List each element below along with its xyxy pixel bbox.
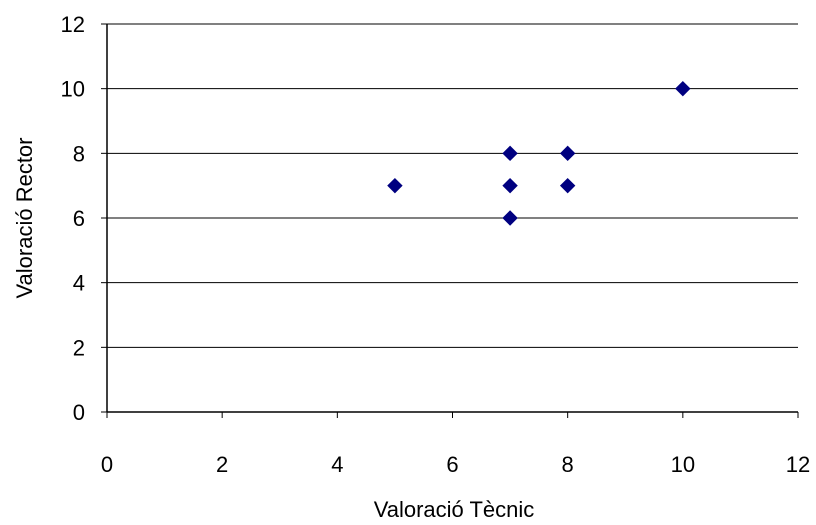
x-tick-label: 10: [671, 452, 695, 477]
x-tick-label: 0: [101, 452, 113, 477]
data-point-diamond: [559, 145, 576, 162]
tick-labels: 0 2 4 6 8 10 12 0 2 4 6 8 10 12: [61, 12, 811, 477]
gridlines: [107, 23, 798, 348]
y-tick-label: 12: [61, 12, 85, 37]
data-point-diamond: [387, 177, 403, 194]
y-tick-label: 0: [73, 400, 85, 425]
data-points: [387, 80, 691, 226]
axes: [101, 23, 799, 418]
data-point-diamond: [502, 145, 518, 162]
x-tick-label: 12: [786, 452, 810, 477]
y-tick-label: 2: [73, 335, 85, 360]
y-tick-label: 4: [73, 271, 85, 296]
x-tick-label: 2: [216, 452, 228, 477]
y-tick-label: 8: [73, 141, 85, 166]
y-tick-label: 6: [73, 206, 85, 231]
x-tick-label: 4: [331, 452, 343, 477]
data-point-diamond: [675, 80, 691, 97]
data-point-diamond: [559, 177, 576, 194]
y-axis-title: Valoració Rector: [12, 138, 37, 299]
x-tick-label: 8: [562, 452, 574, 477]
x-axis-title: Valoració Tècnic: [374, 497, 535, 522]
data-point-diamond: [502, 177, 518, 194]
y-tick-label: 10: [61, 77, 85, 102]
x-tick-label: 6: [446, 452, 458, 477]
data-point-diamond: [502, 210, 518, 226]
